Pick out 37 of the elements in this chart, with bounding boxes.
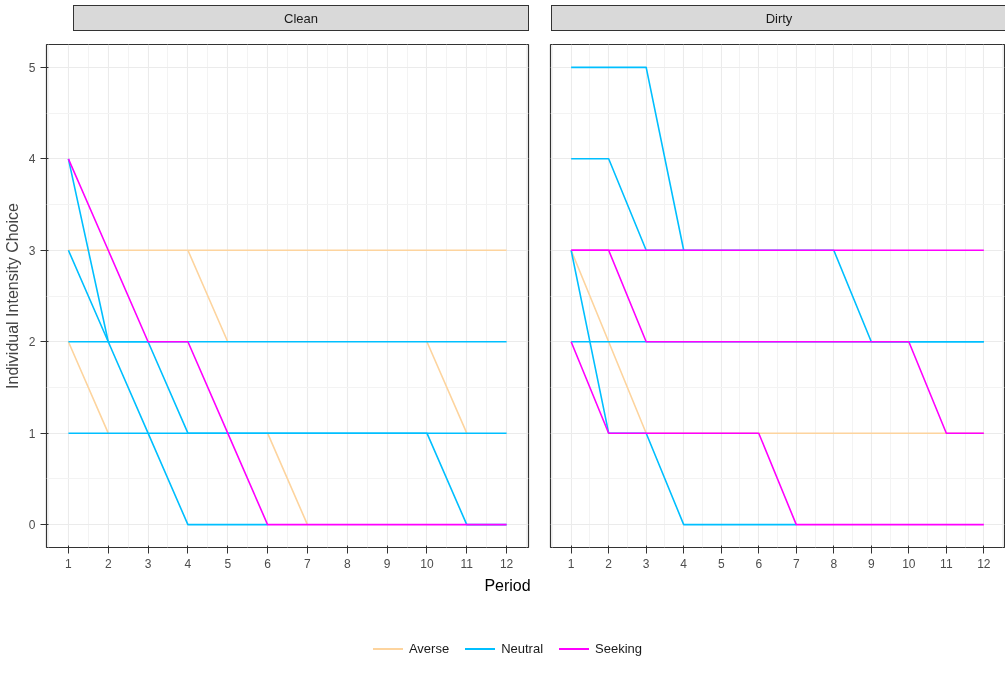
legend-label: Neutral <box>500 639 544 658</box>
x-tick-label: 1 <box>65 556 73 571</box>
x-tick-label: 10 <box>420 556 434 571</box>
x-tick-label: 9 <box>867 556 875 571</box>
legend-label: Averse <box>407 639 450 658</box>
x-tick-label: 10 <box>902 556 916 571</box>
x-tick-label: 1 <box>567 556 575 571</box>
x-tick-label: 9 <box>383 556 391 571</box>
x-tick-label: 2 <box>104 556 112 571</box>
x-tick-label: 2 <box>605 556 613 571</box>
x-tick-label: 3 <box>144 556 152 571</box>
x-tick-label: 11 <box>460 556 474 571</box>
x-tick-label: 12 <box>499 556 514 571</box>
x-tick-label: 12 <box>977 556 991 571</box>
y-tick-label: 4 <box>28 152 36 167</box>
x-axis-title: Period <box>483 576 532 596</box>
x-tick-label: 4 <box>680 556 688 571</box>
x-tick-label: 7 <box>304 556 312 571</box>
x-tick-label: 11 <box>940 556 953 571</box>
legend-label: Seeking <box>594 639 643 658</box>
y-tick-label: 5 <box>28 60 36 75</box>
x-tick-label: 5 <box>717 556 725 571</box>
x-tick-label: 6 <box>755 556 763 571</box>
y-tick-label: 3 <box>28 243 36 258</box>
chart-title: Clean <box>73 5 529 31</box>
x-tick-label: 7 <box>792 556 800 571</box>
chart-title: Dirty <box>551 5 1005 31</box>
y-tick-label: 2 <box>28 335 36 350</box>
y-tick-label: 0 <box>28 518 36 533</box>
x-tick-label: 8 <box>830 556 838 571</box>
x-tick-label: 5 <box>224 556 232 571</box>
y-axis-title: Individual Intensity Choice <box>3 202 21 389</box>
x-tick-label: 4 <box>184 556 192 571</box>
y-tick-label: 1 <box>28 426 36 441</box>
x-tick-label: 8 <box>343 556 351 571</box>
x-tick-label: 3 <box>642 556 650 571</box>
x-tick-label: 6 <box>264 556 272 571</box>
